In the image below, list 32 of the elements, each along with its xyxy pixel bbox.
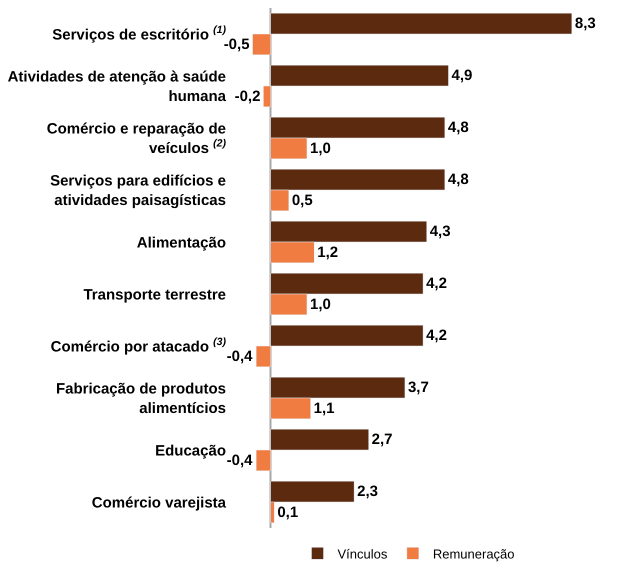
- y-tick-label: Serviços para edifícios e atividades paisagísticas: [50, 172, 226, 209]
- data-label: 3,7: [408, 379, 429, 396]
- data-label: -0,5: [224, 36, 250, 53]
- data-label: 0,1: [277, 504, 298, 521]
- data-label: 4,2: [426, 275, 447, 292]
- legend-label: Remuneração: [432, 546, 515, 562]
- y-tick-label: Serviços de escritório $^{(1)}$: [52, 24, 226, 44]
- data-label: -0,4: [226, 348, 254, 365]
- y-tick-label: Comércio e reparação de veículos $^{(2)}$: [46, 120, 226, 157]
- data-label: -0,2: [234, 88, 260, 105]
- data-label: 0,5: [292, 192, 313, 209]
- data-label: 4,8: [448, 119, 469, 136]
- data-label: 4,3: [430, 223, 451, 240]
- data-label: 1,0: [310, 296, 331, 313]
- data-label: 4,2: [426, 327, 447, 344]
- y-tick-label: Comércio por atacado $^{(3)}$: [50, 336, 226, 356]
- legend-label: Vínculos: [338, 546, 388, 562]
- data-label: 1,2: [317, 244, 338, 261]
- data-label: 1,0: [310, 140, 331, 157]
- y-tick-label: Transporte terrestre: [83, 286, 226, 304]
- y-tick-label: Fabricação de produtos alimentícios: [56, 380, 226, 417]
- y-tick-label: Educação: [155, 442, 226, 460]
- data-label: -0,4: [226, 452, 254, 469]
- y-tick-label: Atividades de atenção à saúde humana: [8, 68, 227, 105]
- y-tick-label: Comércio varejista: [92, 494, 227, 512]
- data-label: 2,3: [357, 483, 378, 500]
- data-label: 4,9: [451, 67, 472, 84]
- data-label: 8,3: [574, 15, 596, 32]
- data-label: 1,1: [314, 400, 334, 417]
- y-tick-label: Alimentação: [136, 234, 226, 252]
- data-label: 2,7: [372, 431, 393, 448]
- data-label: 4,8: [448, 171, 469, 188]
